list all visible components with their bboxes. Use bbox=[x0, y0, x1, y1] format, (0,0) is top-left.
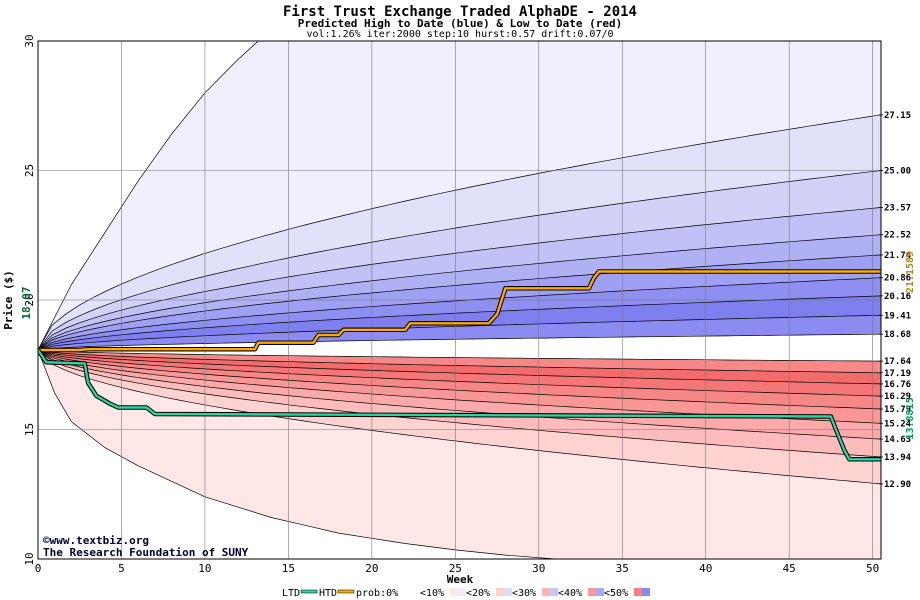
band-end-label: 12.90 bbox=[884, 480, 911, 490]
band-boundary-line bbox=[38, 234, 881, 351]
legend-bin-swatch-red bbox=[496, 588, 504, 596]
band-end-label: 16.76 bbox=[884, 380, 911, 390]
band-end-label: 22.52 bbox=[884, 231, 911, 241]
legend-ltd-swatch bbox=[300, 589, 318, 594]
band-end-labels: 18.68 19.41 20.16 20.86 21.74 22.52 23.57 25.00… bbox=[879, 111, 912, 490]
legend-bin-label: <40% bbox=[558, 588, 582, 599]
x-tick-label: 10 bbox=[198, 562, 211, 575]
band-boundary-line bbox=[38, 314, 881, 351]
x-tick-label: 0 bbox=[35, 562, 42, 575]
band-end-label: 15.24 bbox=[884, 419, 912, 429]
outer-lower-curve bbox=[38, 349, 556, 559]
band-boundary-line bbox=[38, 349, 881, 374]
band-boundary-line bbox=[38, 349, 881, 397]
band-end-label: 17.64 bbox=[884, 357, 912, 367]
credit-website: ©www.textbiz.org bbox=[43, 534, 149, 547]
legend-bin-label: <10% bbox=[420, 588, 444, 599]
band-end-label: 21.74 bbox=[884, 251, 912, 261]
band-end-label: 15.79 bbox=[884, 405, 911, 415]
y-tick-label: 30 bbox=[23, 34, 36, 47]
band-boundary-line bbox=[38, 295, 881, 351]
y-tick-label: 10 bbox=[23, 552, 36, 565]
x-tick-label: 25 bbox=[449, 562, 462, 575]
plot-border bbox=[37, 40, 882, 560]
band-end-label: 20.86 bbox=[884, 274, 911, 284]
band-boundary-line bbox=[38, 333, 881, 351]
band-end-label: 17.19 bbox=[884, 369, 911, 379]
band-lower-center bbox=[38, 349, 881, 362]
band-boundary-line bbox=[38, 170, 881, 351]
band-end-label: 18.68 bbox=[884, 330, 911, 340]
legend-bin-swatch-blue bbox=[504, 588, 512, 596]
final-ltd-label: 13.8815 bbox=[905, 397, 916, 439]
x-tick-label: 35 bbox=[616, 562, 629, 575]
band-boundary-line bbox=[38, 349, 881, 410]
legend-bin-swatch-blue bbox=[642, 588, 650, 596]
final-htd-label: 21.1589 bbox=[905, 251, 916, 293]
band-end-label: 20.16 bbox=[884, 292, 911, 302]
band-boundary-line bbox=[38, 349, 881, 362]
x-tick-label: 30 bbox=[532, 562, 545, 575]
series-layer bbox=[38, 269, 881, 462]
legend-bin-swatch-blue bbox=[458, 588, 466, 596]
chart-params: vol:1.26% iter:2000 step:10 hurst:0.57 d… bbox=[306, 29, 613, 40]
y-tick-label: 25 bbox=[23, 164, 36, 177]
start-price-label: 18.07 bbox=[20, 286, 33, 319]
x-tick-label: 45 bbox=[783, 562, 796, 575]
legend-prob-text: prob:0% bbox=[356, 588, 398, 599]
band-boundary-line bbox=[38, 349, 881, 440]
band-end-label: 13.94 bbox=[884, 453, 912, 463]
x-tick-label: 40 bbox=[699, 562, 712, 575]
legend-bin-swatch-red bbox=[450, 588, 458, 596]
legend-ltd-text: LTD bbox=[282, 588, 300, 599]
band-end-label: 27.15 bbox=[884, 111, 911, 121]
band-boundary-line bbox=[38, 349, 881, 385]
legend-bin-label: <20% bbox=[466, 588, 490, 599]
band-upper-center bbox=[38, 334, 881, 350]
legend: LTD HTD prob:0% <10% <20% <30% <40% <50% bbox=[282, 588, 650, 599]
legend-bin-label: <50% bbox=[604, 588, 628, 599]
y-axis-ticks: 10 15 20 25 30 bbox=[23, 34, 36, 565]
band-end-label: 25.00 bbox=[884, 167, 911, 177]
legend-htd-swatch bbox=[337, 589, 355, 594]
probability-bands bbox=[38, 41, 881, 559]
band-end-label: 19.41 bbox=[884, 311, 911, 321]
band-end-label: 23.57 bbox=[884, 204, 911, 214]
outer-upper-curve bbox=[38, 41, 259, 351]
legend-htd-text: HTD bbox=[319, 588, 337, 599]
legend-bin-swatch-red bbox=[542, 588, 550, 596]
x-tick-label: 15 bbox=[282, 562, 295, 575]
band-end-label: 16.29 bbox=[884, 392, 911, 402]
band-boundary-line bbox=[38, 277, 881, 351]
legend-bin-swatch-red bbox=[634, 588, 642, 596]
y-tick-label: 20 bbox=[23, 293, 36, 306]
legend-bin-swatch-blue bbox=[550, 588, 558, 596]
band-boundary-line bbox=[38, 349, 881, 485]
legend-bin-swatch-red bbox=[588, 588, 596, 596]
band-boundary-line bbox=[38, 254, 881, 351]
band-boundary-line bbox=[38, 349, 881, 458]
band-boundary-line bbox=[38, 114, 881, 351]
legend-prob-0-swatch bbox=[400, 588, 416, 596]
x-axis-label: Week bbox=[447, 573, 474, 586]
credit-foundation: The Research Foundation of SUNY bbox=[43, 546, 249, 559]
y-tick-label: 15 bbox=[23, 423, 36, 436]
band-boundary-line bbox=[38, 207, 881, 351]
x-axis-ticks: 0 5 10 15 20 25 30 35 40 45 50 bbox=[35, 562, 880, 575]
chart-title: First Trust Exchange Traded AlphaDE - 20… bbox=[283, 4, 637, 20]
ltd-line bbox=[38, 349, 881, 461]
htd-line bbox=[38, 270, 881, 352]
x-tick-label: 5 bbox=[118, 562, 125, 575]
chart-subtitle: Predicted High to Date (blue) & Low to D… bbox=[298, 17, 623, 30]
legend-bin-swatch-blue bbox=[596, 588, 604, 596]
x-tick-label: 50 bbox=[866, 562, 879, 575]
band-end-label: 14.63 bbox=[884, 435, 911, 445]
x-tick-label: 20 bbox=[365, 562, 378, 575]
y-axis-label: Price ($) bbox=[2, 270, 15, 330]
legend-bin-label: <30% bbox=[512, 588, 536, 599]
